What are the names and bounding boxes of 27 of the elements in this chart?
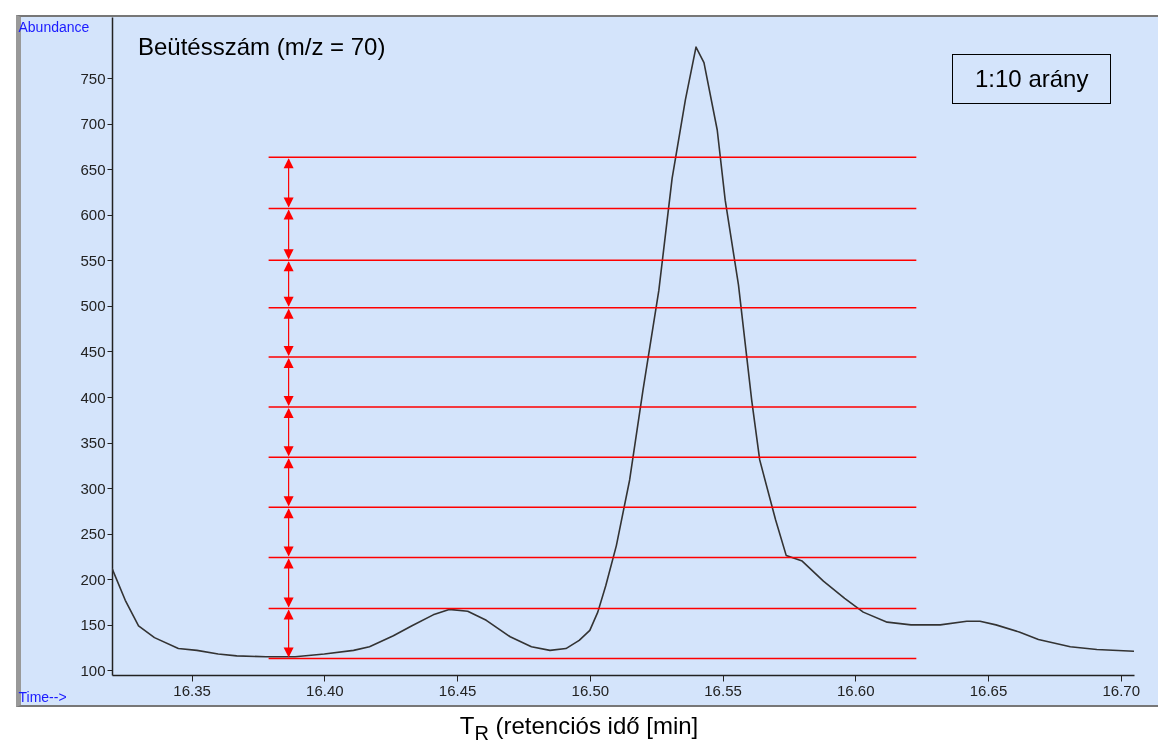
x-tick-label: 16.45 [438,681,477,699]
x-tick-label: 16.65 [969,681,1008,699]
y-tick-label: 650 [80,160,106,178]
y-tick-label: 600 [80,206,106,224]
y-axis-title: Abundance [18,18,90,35]
y-tick-label: 200 [80,570,106,588]
x-tick-label: 16.55 [704,681,742,699]
y-tick-label: 700 [80,115,106,133]
x-tick-label: 16.50 [571,681,610,699]
annotation: 1:10 arány [952,54,1112,104]
y-tick-label: 400 [80,388,106,406]
y-tick-label: 350 [80,434,106,452]
x-axis-title: Time--> [18,688,67,705]
y-tick-label: 450 [80,342,106,360]
y-tick-label: 750 [80,69,106,87]
y-tick-label: 250 [80,525,106,543]
x-tick-label: 16.70 [1102,681,1140,699]
x-tick-label: 16.60 [837,681,875,699]
y-tick-label: 500 [80,297,106,315]
y-tick-label: 550 [80,251,106,269]
annotation: Beütésszám (m/z = 70) [138,33,386,61]
y-tick-label: 150 [80,616,106,634]
y-tick-label: 300 [80,479,106,497]
x-tick-label: 16.35 [173,681,211,699]
y-tick-label: 100 [80,661,106,679]
x-tick-label: 16.40 [306,681,344,699]
text: T$_{R}$ (retenciós idő [min] [458,712,700,745]
